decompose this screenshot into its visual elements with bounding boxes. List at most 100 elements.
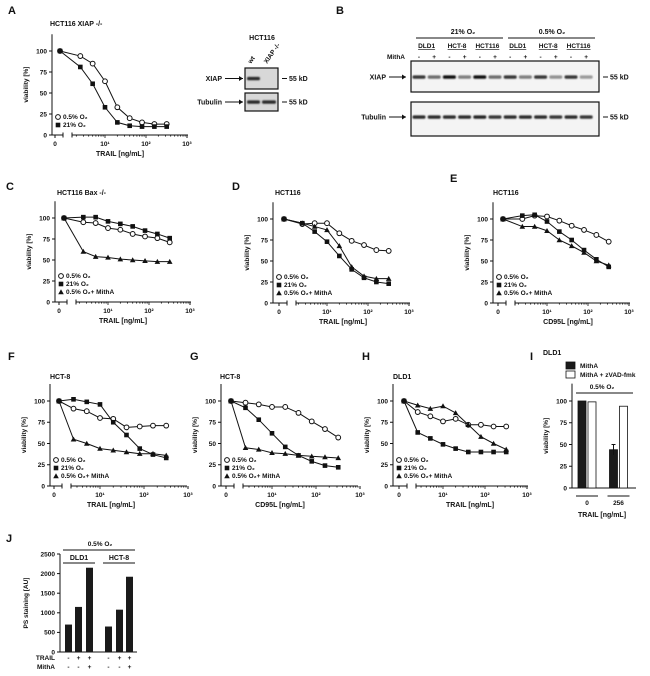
y-tick-label: 0 [563, 485, 567, 492]
treatment-sign: - [448, 54, 450, 61]
bar [86, 567, 93, 652]
data-point [114, 104, 121, 111]
y-tick-label: 75 [40, 69, 48, 76]
y-tick-label: 75 [43, 236, 51, 243]
y-tick-label: 100 [257, 216, 268, 223]
x-axis-label: TRAIL [ng/mL] [87, 502, 135, 509]
panel-letter: A [8, 5, 16, 17]
trail-sign: + [118, 655, 122, 662]
x-tick-label: 10³ [522, 492, 532, 499]
trail-sign: - [67, 655, 69, 662]
legend-label: 0.5% O₂ [504, 274, 529, 281]
chart-title: HCT116 [493, 190, 519, 197]
data-point [337, 253, 342, 259]
bar [619, 405, 628, 489]
data-point [490, 440, 497, 446]
data-point [282, 444, 288, 450]
y-tick-label: 75 [38, 420, 46, 427]
protein-band [549, 115, 563, 119]
treatment-sign: - [540, 54, 542, 61]
legend-marker [276, 290, 282, 296]
protein-band [534, 115, 548, 119]
size-marker: 55 kD [610, 115, 629, 122]
legend-marker [396, 473, 402, 479]
y-tick-label: 50 [381, 441, 389, 448]
blot-membrane [244, 92, 279, 112]
data-point [70, 405, 77, 412]
data-point [84, 399, 90, 405]
data-point [349, 267, 354, 272]
data-point [593, 258, 600, 264]
legend-label: 21% O₂ [404, 465, 427, 472]
data-point [427, 413, 434, 420]
protein-band [549, 75, 563, 79]
y-tick-label: 25 [40, 111, 48, 118]
data-point [80, 219, 87, 226]
x-tick-label: 0 [52, 492, 56, 499]
bar [577, 400, 587, 489]
legend-marker [224, 457, 230, 463]
data-point [427, 405, 434, 411]
data-point [117, 256, 124, 262]
protein-band [442, 75, 456, 79]
legend-label: MithA [580, 363, 598, 370]
data-point [490, 423, 497, 430]
y-tick-label: 25 [43, 278, 51, 285]
data-point [385, 275, 392, 281]
data-point [414, 409, 421, 415]
group-label: 0.5% O₂ [539, 29, 565, 36]
y-tick-label: 25 [209, 462, 217, 469]
data-point [373, 247, 380, 253]
legend-label: 21% O₂ [504, 282, 527, 289]
data-point [136, 450, 143, 456]
treatment-sign: + [463, 54, 467, 61]
treatment-sign: + [584, 54, 588, 61]
data-point [102, 78, 108, 85]
data-point [569, 237, 574, 243]
legend-label: 0.5% O₂+ MithA [404, 473, 453, 480]
bar [65, 624, 72, 652]
y-tick-label: 0 [46, 299, 50, 306]
legend-marker [224, 465, 230, 471]
data-point [243, 405, 248, 411]
data-point [581, 249, 587, 255]
data-point [71, 397, 76, 402]
y-axis-label: viability [%] [21, 417, 28, 453]
panel-letter: H [362, 351, 370, 363]
mitha-sign: - [67, 664, 69, 671]
data-point [163, 422, 170, 429]
bar [609, 449, 618, 489]
y-tick-label: 75 [209, 420, 217, 427]
cell-line-label: HCT116 [567, 43, 591, 50]
condition-label: 0.5% O₂ [590, 384, 615, 391]
x-axis-label: TRAIL [ng/mL] [446, 502, 494, 509]
data-point [465, 449, 471, 455]
treatment-sign: + [432, 54, 436, 61]
x-tick-label: 10³ [624, 309, 634, 316]
y-tick-label: 0 [264, 300, 268, 307]
data-point [118, 221, 123, 227]
legend-swatch [565, 361, 576, 370]
legend-label: 0.5% O₂ [61, 457, 86, 464]
data-point [503, 446, 510, 452]
data-point [581, 227, 587, 233]
legend-marker [58, 289, 64, 295]
protein-band [534, 75, 548, 79]
chart-title: HCT116 [275, 190, 301, 197]
protein-band [473, 75, 487, 79]
x-tick-label: 10² [480, 492, 490, 499]
y-tick-label: 25 [560, 464, 568, 471]
y-axis-label: viability [%] [464, 235, 471, 271]
y-axis-label: viability [%] [244, 235, 251, 271]
y-tick-label: 25 [481, 279, 489, 286]
y-tick-label: 100 [36, 48, 47, 55]
x-tick-label: 10¹ [267, 492, 276, 499]
protein-label: Tubulin [197, 100, 222, 107]
data-point [142, 233, 148, 240]
data-point [532, 212, 537, 218]
size-marker: 55 kD [289, 100, 308, 107]
treatment-sign: - [418, 54, 420, 61]
data-point [110, 419, 116, 425]
data-point [136, 423, 143, 430]
x-tick-label: 10² [363, 309, 373, 316]
